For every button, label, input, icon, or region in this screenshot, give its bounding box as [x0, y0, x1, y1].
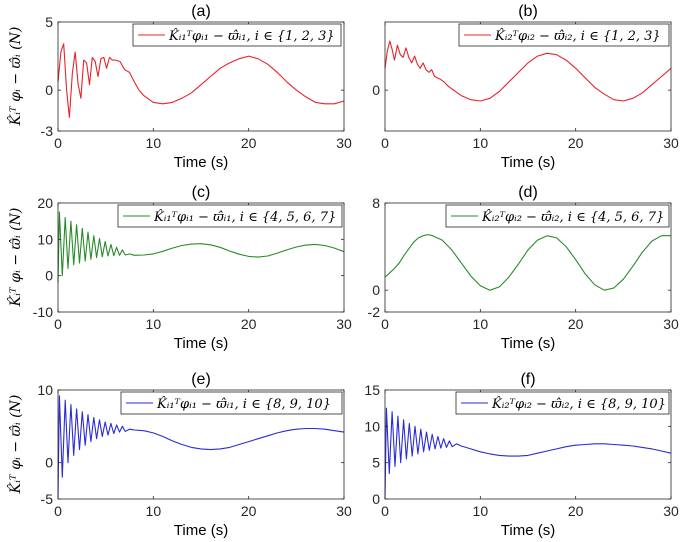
y-axis-label: K̂ᵢᵀ φᵢ − ϖ̂ᵢ (N) — [6, 208, 24, 308]
y-tick-label: -10 — [33, 304, 53, 320]
x-tick-label: 0 — [54, 316, 62, 332]
x-tick-label: 10 — [473, 503, 489, 519]
legend-label: K̂ᵢ₁ᵀφᵢ₁ − ϖ̂ᵢ₁, i ∈ {1, 2, 3} — [168, 28, 335, 44]
panel-title: (d) — [518, 184, 538, 201]
y-tick-label: -5 — [41, 491, 54, 507]
x-tick-label: 0 — [381, 503, 389, 519]
y-tick-label: 10 — [37, 231, 53, 247]
x-tick-label: 10 — [473, 135, 489, 151]
series-line — [57, 395, 345, 498]
y-tick-label: -2 — [368, 304, 381, 320]
axes-box — [384, 389, 672, 500]
axes-box — [384, 202, 672, 313]
chart-panel-d: 0 10 20 30-208(d)Time (s)K̂ᵢ₂ᵀφᵢ₂ − ϖ̂ᵢ₂, i… — [368, 184, 679, 352]
panel-title: (c) — [192, 184, 211, 201]
legend-label: K̂ᵢ₂ᵀφᵢ₂ − ϖ̂ᵢ₂, i ∈ {8, 9, 10} — [491, 396, 666, 412]
x-tick-label: 30 — [336, 316, 352, 332]
y-tick-label: 10 — [364, 418, 380, 434]
y-tick-label: 20 — [37, 195, 53, 211]
y-tick-label: 0 — [45, 268, 53, 284]
legend-box — [117, 204, 343, 228]
chart-panel-b: 0 10 20 30 0 (b) Time (s) K̂ᵢ₂ᵀφᵢ₂ − ϖ̂ᵢ₂, i ∈ … — [372, 3, 679, 171]
x-tick-label: 30 — [336, 135, 352, 151]
legend-label: K̂ᵢ₂ᵀφᵢ₂ − ϖ̂ᵢ₂, i ∈ {4, 5, 6, 7} — [481, 209, 664, 225]
x-tick-label: 20 — [568, 316, 584, 332]
y-tick-label: 5 — [372, 455, 380, 471]
axes-box — [57, 202, 345, 313]
panel-title: (a) — [191, 3, 211, 20]
x-tick-label: 0 — [54, 503, 62, 519]
chart-panel-f: 0 10 20 30 0 5 10 15 (f) Time (s) K̂ᵢ₂ᵀφᵢ₂ − ϖ̂ᵢ₂,… — [364, 371, 679, 539]
x-axis-label: Time (s) — [174, 522, 228, 539]
x-tick-label: 30 — [663, 503, 679, 519]
x-tick-label: 20 — [241, 316, 257, 332]
y-tick-label: 0 — [372, 82, 380, 98]
panel-title: (e) — [191, 371, 211, 388]
x-tick-label: 10 — [146, 316, 162, 332]
x-axis-label: Time (s) — [174, 154, 228, 171]
x-tick-label: 0 — [381, 316, 389, 332]
x-axis-label: Time (s) — [501, 335, 555, 352]
y-tick-label: 0 — [45, 82, 53, 98]
legend-box — [445, 204, 670, 228]
x-tick-label: 20 — [241, 503, 257, 519]
y-tick-label: 5 — [45, 14, 53, 30]
legend-box — [458, 23, 670, 47]
y-tick-label: 10 — [37, 382, 53, 398]
y-tick-label: 8 — [372, 195, 380, 211]
legend-box — [455, 391, 670, 415]
legend-box — [132, 23, 342, 47]
series-line — [384, 40, 672, 102]
legend-label: K̂ᵢ₁ᵀφᵢ₁ − ϖ̂ᵢ₁, i ∈ {8, 9, 10} — [156, 396, 331, 412]
series-line — [57, 211, 345, 283]
legend-box — [120, 391, 343, 415]
y-tick-label: 0 — [45, 455, 53, 471]
x-tick-label: 10 — [473, 316, 489, 332]
y-axis-label: K̂ᵢᵀ φᵢ − ϖ̂ᵢ (N) — [6, 27, 24, 127]
axes-box — [57, 389, 345, 500]
y-tick-label: 0 — [372, 282, 380, 298]
x-tick-label: 10 — [146, 503, 162, 519]
axes-box — [384, 21, 672, 132]
x-tick-label: 30 — [663, 135, 679, 151]
x-tick-label: 30 — [336, 503, 352, 519]
x-tick-label: 30 — [663, 316, 679, 332]
x-tick-label: 20 — [241, 135, 257, 151]
x-tick-label: 20 — [568, 135, 584, 151]
series-line — [57, 43, 345, 118]
legend-label: K̂ᵢ₂ᵀφᵢ₂ − ϖ̂ᵢ₂, i ∈ {1, 2, 3} — [494, 28, 661, 44]
y-axis-label: K̂ᵢᵀ φᵢ − ϖ̂ᵢ (N) — [6, 395, 24, 495]
x-tick-label: 20 — [568, 503, 584, 519]
x-tick-label: 0 — [381, 135, 389, 151]
panel-title: (b) — [518, 3, 538, 20]
y-tick-label: 0 — [372, 491, 380, 507]
y-tick-label: 15 — [364, 382, 380, 398]
panel-title: (f) — [520, 371, 535, 388]
x-tick-label: 0 — [54, 135, 62, 151]
y-tick-label: -3 — [41, 123, 54, 139]
series-line — [384, 407, 672, 500]
x-axis-label: Time (s) — [501, 154, 555, 171]
chart-panel-a: 0 10 20 30-305(a)Time (s)K̂ᵢᵀ φᵢ − ϖ̂ᵢ (N) K… — [6, 3, 352, 171]
series-line — [384, 234, 671, 291]
x-tick-label: 10 — [146, 135, 162, 151]
axes-box — [57, 21, 345, 132]
x-axis-label: Time (s) — [174, 335, 228, 352]
legend-label: K̂ᵢ₁ᵀφᵢ₁ − ϖ̂ᵢ₁, i ∈ {4, 5, 6, 7} — [153, 209, 336, 225]
x-axis-label: Time (s) — [501, 522, 555, 539]
